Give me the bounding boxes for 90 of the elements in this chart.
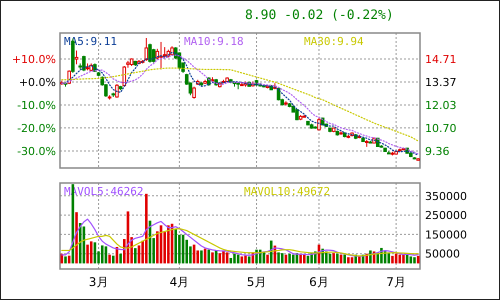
bar xyxy=(280,253,284,264)
y-tick-label: 350000 xyxy=(425,190,467,203)
bar xyxy=(68,256,70,264)
bar xyxy=(134,248,137,264)
text: MA30:9.94 xyxy=(304,35,364,48)
y2-tick-label: -10.0% xyxy=(17,98,56,112)
bar xyxy=(192,244,196,264)
bar xyxy=(170,224,174,264)
bar xyxy=(336,254,339,264)
bar xyxy=(332,253,335,264)
bar xyxy=(126,211,130,264)
bar xyxy=(82,226,86,264)
bar xyxy=(64,256,67,264)
x-tick-label: 6月 xyxy=(309,275,329,289)
bar xyxy=(100,245,104,264)
y-tick-label: 50000 xyxy=(425,248,460,261)
bar xyxy=(222,250,225,264)
bar xyxy=(174,228,177,264)
bar xyxy=(200,250,203,264)
bar xyxy=(90,241,93,264)
y-tick-label: 250000 xyxy=(425,209,467,222)
y2-tick-label: -30.0% xyxy=(17,144,56,158)
bar xyxy=(207,250,210,264)
bar xyxy=(167,225,170,264)
bar xyxy=(112,256,115,264)
bar xyxy=(416,256,420,264)
bar xyxy=(350,257,354,264)
x-tick-label: 7月 xyxy=(386,275,406,289)
bar xyxy=(204,248,206,264)
bar xyxy=(244,256,247,264)
bar xyxy=(413,257,416,264)
chart-title: 8.90 -0.02 (-0.22%) xyxy=(245,8,394,23)
text: MAVOL10:49672 xyxy=(244,185,330,198)
y-tick-label: 14.71 xyxy=(425,52,456,66)
y-tick-label: 13.37 xyxy=(425,76,456,90)
line-series xyxy=(61,228,419,256)
bar xyxy=(340,254,342,264)
bar xyxy=(303,254,306,264)
bar xyxy=(75,212,78,264)
bar xyxy=(145,194,148,264)
bar xyxy=(160,225,162,264)
bar xyxy=(60,254,64,264)
bar xyxy=(138,245,140,264)
series-label: MA10:9.18 xyxy=(184,35,244,48)
bar xyxy=(343,254,346,264)
bar xyxy=(248,256,250,264)
bar xyxy=(394,254,398,264)
bar xyxy=(292,254,295,264)
bar xyxy=(328,254,332,264)
bar xyxy=(402,254,405,264)
bar xyxy=(233,254,236,264)
x-tick-label: 5月 xyxy=(246,275,266,289)
bar xyxy=(211,252,214,264)
bar xyxy=(226,252,228,264)
bar xyxy=(262,252,266,264)
y-tick-label: 10.70 xyxy=(425,122,456,135)
bar xyxy=(240,256,244,264)
bar xyxy=(258,250,262,264)
bar xyxy=(288,254,291,264)
bar xyxy=(306,256,310,264)
y-tick-label: 12.03 xyxy=(425,99,456,112)
bar xyxy=(347,257,350,264)
y2-tick-label: +0.0% xyxy=(18,76,56,89)
bar xyxy=(108,254,111,264)
bar xyxy=(86,244,89,264)
bar xyxy=(391,256,394,264)
y-tick-label: 9.36 xyxy=(425,144,450,158)
bar xyxy=(182,234,184,264)
bar xyxy=(148,220,152,264)
bar xyxy=(398,254,402,264)
x-tick-label: 3月 xyxy=(88,275,108,289)
y2-tick-label: +10.0% xyxy=(12,52,56,66)
line-series xyxy=(61,218,419,257)
bar xyxy=(94,242,96,264)
y2-tick-label: -20.0% xyxy=(17,122,56,135)
bar xyxy=(214,250,218,264)
bar xyxy=(119,254,122,264)
bar xyxy=(218,253,222,264)
bar xyxy=(104,246,108,264)
bar xyxy=(410,256,412,264)
x-tick-label: 4月 xyxy=(170,275,190,289)
y-tick-label: 150000 xyxy=(425,228,467,242)
bar xyxy=(116,246,118,264)
bar xyxy=(284,254,288,264)
bar xyxy=(230,258,232,264)
bar xyxy=(358,256,361,264)
bar xyxy=(266,254,269,264)
bar xyxy=(236,254,240,264)
bar xyxy=(277,252,280,264)
bar xyxy=(299,254,302,264)
